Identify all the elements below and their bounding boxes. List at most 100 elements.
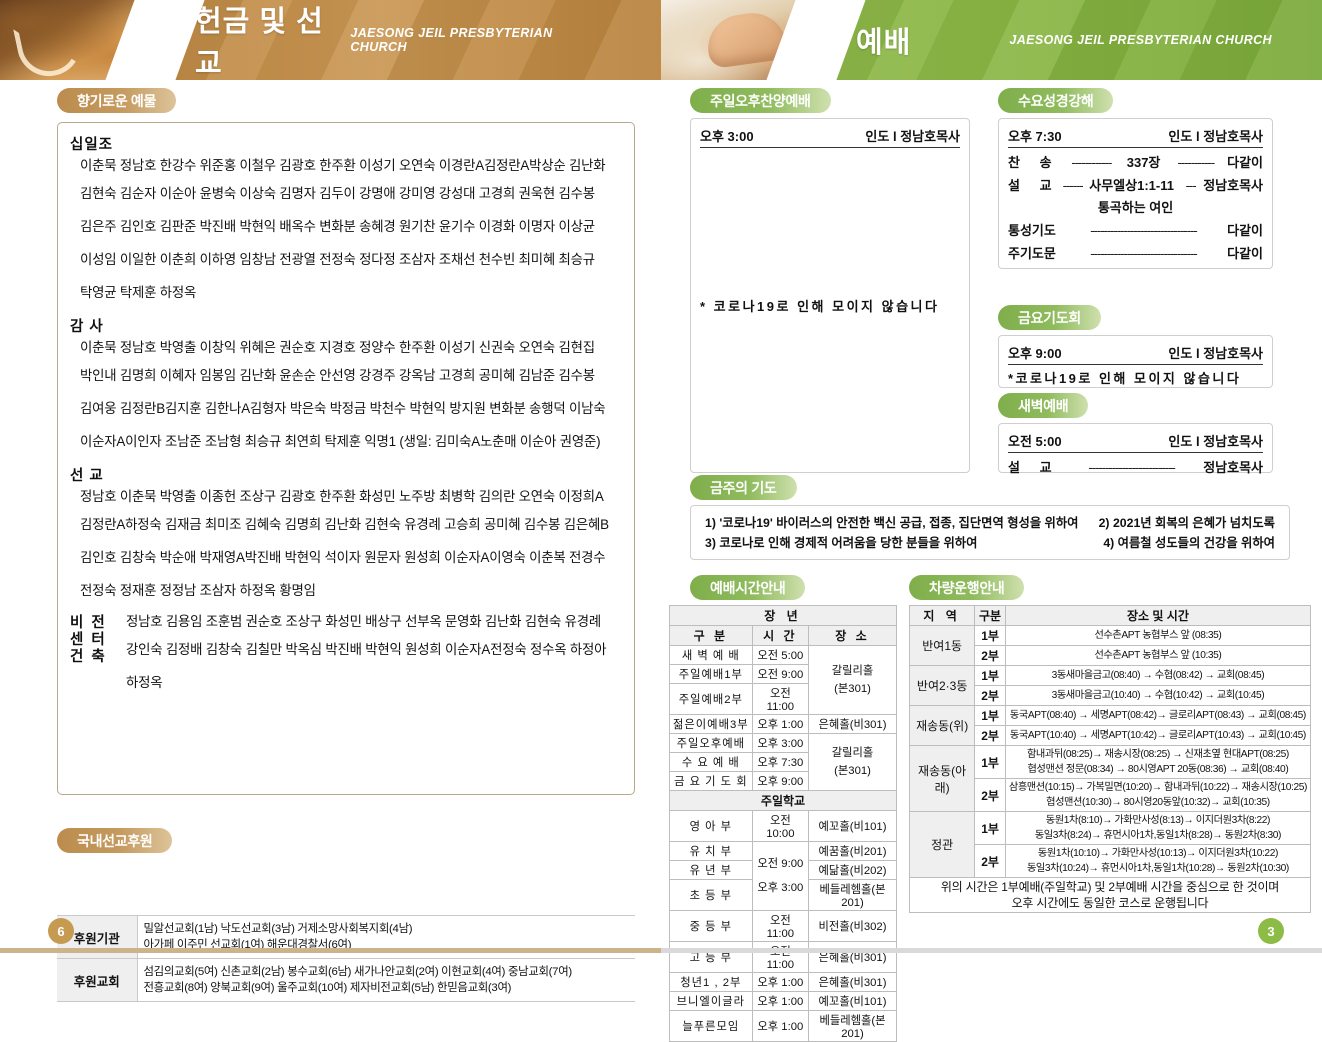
- offering-name-line: 하정옥: [126, 675, 163, 690]
- offering-section-title: 감 사: [70, 319, 104, 335]
- bus-route: 동원1차(8:10)→ 가화만사성(8:13)→ 이지더원3차(8:22) 동일…: [1004, 811, 1312, 845]
- footer-rule-right: [661, 948, 1322, 953]
- table-row: 주일오후예배 오후 3:00 갈릴리홀 (본301): [669, 733, 897, 791]
- bus-part: 1부: [974, 811, 1006, 845]
- section-label-sunday-afternoon-praise: 주일오후찬양예배: [690, 88, 831, 113]
- bus-route: 3동새마을금고(08:40) → 수협(08:42) → 교회(08:45): [1004, 665, 1312, 686]
- service-place: 은혜홀(비301): [808, 941, 897, 973]
- vision-center-names: 정남호 김용임 조훈범 권순호 조상구 화성민 배상구 선부옥 문영화 김난화 …: [126, 611, 622, 699]
- header-subtitle-right: JAESONG JEIL PRESBYTERIAN CHURCH: [1009, 33, 1272, 47]
- offering-name-line: 탁영균 탁제훈 하정옥: [80, 285, 197, 300]
- bus-part: 2부: [974, 844, 1006, 878]
- service-header-row: 오후 9:00 인도 l 정남호목사: [1008, 343, 1263, 365]
- section-label-service-times: 예배시간안내: [690, 575, 806, 600]
- offering-section-vision-center: 비 전 센 터 건 축 정남호 김용임 조훈범 권순호 조상구 화성민 배상구 …: [70, 611, 622, 699]
- bus-area: 정관: [908, 811, 976, 878]
- table-row: 새 벽 예 배 오전 5:00 갈릴리홀 (본301): [669, 645, 897, 715]
- bus-route-line: 협성맨션 정문(08:34) → 80시영APT 20동(08:36) → 교회…: [1027, 764, 1289, 775]
- offering-name-line: 강인숙 김정배 김창숙 김칠만 박옥심 박진배 박현익 원성희 이순자A전정숙 …: [126, 642, 607, 657]
- prayer-item: 1) '코로나19' 바이러스의 안전한 백신 공급, 접종, 집단면역 형성을…: [705, 516, 1079, 530]
- offering-section-tithe: 십일조 이춘묵 정남호 한강수 위준홍 이철우 김광호 한주환 이성기 오연숙 …: [70, 133, 622, 309]
- dot-leader: --------------------------------: [1090, 223, 1198, 238]
- service-time: 오후 9:00: [1008, 346, 1062, 361]
- offering-name-line: 김여웅 김정란B김지훈 김한나A김형자 박은숙 박정금 박천수 박현익 방지원 …: [80, 401, 606, 416]
- dot-leader: ------------: [1071, 155, 1112, 170]
- service-item-right: 다같이: [1227, 223, 1263, 238]
- service-place: 은혜홀(비301): [808, 972, 897, 992]
- service-time: 오전 9:00: [751, 664, 810, 684]
- service-place: 은혜홀(비301): [808, 714, 897, 734]
- service-name: 새 벽 예 배: [669, 645, 753, 665]
- service-item-row: 설 교 ------ 사무엘상1:1-11 --- 정남호목사: [1008, 174, 1263, 197]
- table-row: 고 등 부 오전 11:00 은혜홀(비301): [669, 941, 897, 973]
- service-time: 오후 3:00: [751, 733, 810, 753]
- service-item-value: 사무엘상1:1-11: [1089, 178, 1174, 193]
- bus-part: 1부: [974, 705, 1006, 726]
- support-line: 섬김의교회(5여) 신촌교회(2남) 봉수교회(6남) 새가나안교회(2여) 이…: [143, 966, 573, 978]
- vision-label-line: 센 터: [70, 632, 107, 648]
- dot-leader: -----------: [1177, 155, 1215, 170]
- sunday-afternoon-service-box: 오후 3:00 인도 l 정남호목사 * 코로나19로 인해 모이지 않습니다: [690, 118, 970, 473]
- offering-name-line: 이춘묵 정남호 한강수 위준홍 이철우 김광호 한주환 이성기 오연숙 이경란A…: [80, 158, 606, 173]
- service-times-table: 장 년 구 분 시 간 장 소 새 벽 예 배 오전 5:00 갈릴리홀 (본3…: [669, 605, 897, 1042]
- service-name: 유 치 부: [669, 841, 753, 861]
- service-name: 영 아 부: [669, 810, 753, 842]
- service-item-right: 정남호목사: [1203, 460, 1263, 475]
- bus-route: 동국APT(10:40) → 세명APT(10:42)→ 글로리APT(10:4…: [1004, 725, 1312, 746]
- service-header-row: 오후 7:30 인도 l 정남호목사: [1008, 126, 1263, 148]
- table-row: 유 년 부 예닮홀(비202): [669, 860, 897, 880]
- service-item-right: 다같이: [1227, 246, 1263, 261]
- section-label-bus-routes: 차량운행안내: [909, 575, 1025, 600]
- service-name: 초 등 부: [669, 879, 753, 911]
- service-place: 비전홀(비302): [808, 910, 897, 942]
- service-name: 수 요 예 배: [669, 752, 753, 772]
- bus-part: 2부: [974, 645, 1006, 666]
- service-time: 오후 1:00: [751, 714, 810, 734]
- service-item-row: 설 교 -------------------------- 정남호목사: [1008, 456, 1263, 479]
- bus-route-line: 협성맨션(10:30)→ 80시영20동앞(10:32)→ 교회(10:35): [1046, 797, 1270, 808]
- header-band-green: 예배 JAESONG JEIL PRESBYTERIAN CHURCH: [811, 0, 1322, 80]
- table-row: 반여2·3동 1부 3동새마을금고(08:40) → 수협(08:42) → 교…: [908, 665, 1312, 706]
- table-row: 유 치 부 오전 9:00 오후 3:00 예꿈홀(비201): [669, 841, 897, 911]
- support-row-head: 후원교회: [57, 958, 138, 1002]
- service-item-row: 주기도문 -------------------------------- 다같…: [1008, 242, 1263, 265]
- header-worship: 예배 JAESONG JEIL PRESBYTERIAN CHURCH: [661, 0, 1322, 80]
- support-line: 전흥교회(8여) 양북교회(9여) 울주교회(10여) 제자비전교회(5남) 한…: [143, 982, 512, 994]
- section-label-friday-prayer-meeting: 금요기도회: [998, 305, 1101, 330]
- table-row: 위의 시간은 1부예배(주일학교) 및 2부예배 시간을 중심으로 한 것이며 …: [909, 877, 1311, 913]
- table-row: 금 요 기 도 회 오후 9:00: [669, 771, 897, 791]
- support-row-body: 섬김의교회(5여) 신촌교회(2남) 봉수교회(6남) 새가나안교회(2여) 이…: [137, 958, 635, 1002]
- service-time: 오후 7:30: [1008, 129, 1062, 144]
- bus-route-line: 동일3차(10:24)→ 휴먼시아1차,동일1차(10:28)→ 동원2차(10…: [1026, 863, 1289, 874]
- bus-part: 1부: [974, 665, 1006, 686]
- dot-leader: ------: [1062, 178, 1084, 193]
- service-leader: 인도 l 정남호목사: [1168, 434, 1263, 449]
- service-name: 금 요 기 도 회: [669, 771, 753, 791]
- service-place: 예닮홀(비202): [808, 860, 897, 880]
- offering-name-line: 전정숙 정재훈 정정남 조삼자 하정옥 황명임: [80, 583, 316, 598]
- service-place: 예꼬홀(비101): [808, 991, 897, 1011]
- service-leader: 인도 l 정남호목사: [865, 129, 960, 144]
- bus-route: 함내과뒤(08:25)→ 재송시장(08:25) → 신재초옆 현대APT(08…: [1004, 745, 1312, 779]
- service-item-label: 설 교: [1008, 178, 1060, 193]
- offering-names-box: 십일조 이춘묵 정남호 한강수 위준홍 이철우 김광호 한주환 이성기 오연숙 …: [57, 122, 635, 795]
- section-label-offering: 향기로운 예물: [57, 88, 177, 113]
- prayer-line: 3) 코로나로 인해 경제적 어려움을 당한 분들을 위하여 4) 여름철 성도…: [705, 533, 1275, 553]
- service-place: 베들레헴홀(본201): [808, 1010, 897, 1042]
- service-item-row: 찬 송 ------------ 337장 ----------- 다같이: [1008, 151, 1263, 174]
- service-time: 오전 10:00: [751, 810, 810, 842]
- service-place: 베들레헴홀(본201): [808, 879, 897, 911]
- offering-name-line: 박인내 김명희 이혜자 임봉임 김난화 윤손순 안선영 강경주 강옥남 고경희 …: [80, 368, 595, 383]
- service-name: 고 등 부: [669, 941, 753, 973]
- vision-label-line: 비 전: [70, 615, 107, 631]
- footer-rule-left: [0, 948, 661, 953]
- table-row: 지 역 구분 장소 및 시간: [908, 605, 1312, 626]
- table-row: 정관 1부 동원1차(8:10)→ 가화만사성(8:13)→ 이지더원3차(8:…: [908, 811, 1312, 878]
- table-row: 재송동(위) 1부 동국APT(08:40) → 세명APT(08:42)→ 글…: [908, 705, 1312, 746]
- bus-route: 선수촌APT 농협부스 앞 (10:35): [1004, 645, 1312, 666]
- bus-routes-table: 지 역 구분 장소 및 시간 반여1동 1부 선수촌APT 농협부스 앞 (08…: [908, 605, 1312, 913]
- bus-note-line: 위의 시간은 1부예배(주일학교) 및 2부예배 시간을 중심으로 한 것이며: [940, 880, 1280, 894]
- table-row: 청년1 , 2부 오후 1:00 은혜홀(비301): [669, 972, 897, 992]
- sermon-title: 통곡하는 여인: [1097, 200, 1174, 215]
- service-item-label: 통성기도: [1008, 223, 1056, 238]
